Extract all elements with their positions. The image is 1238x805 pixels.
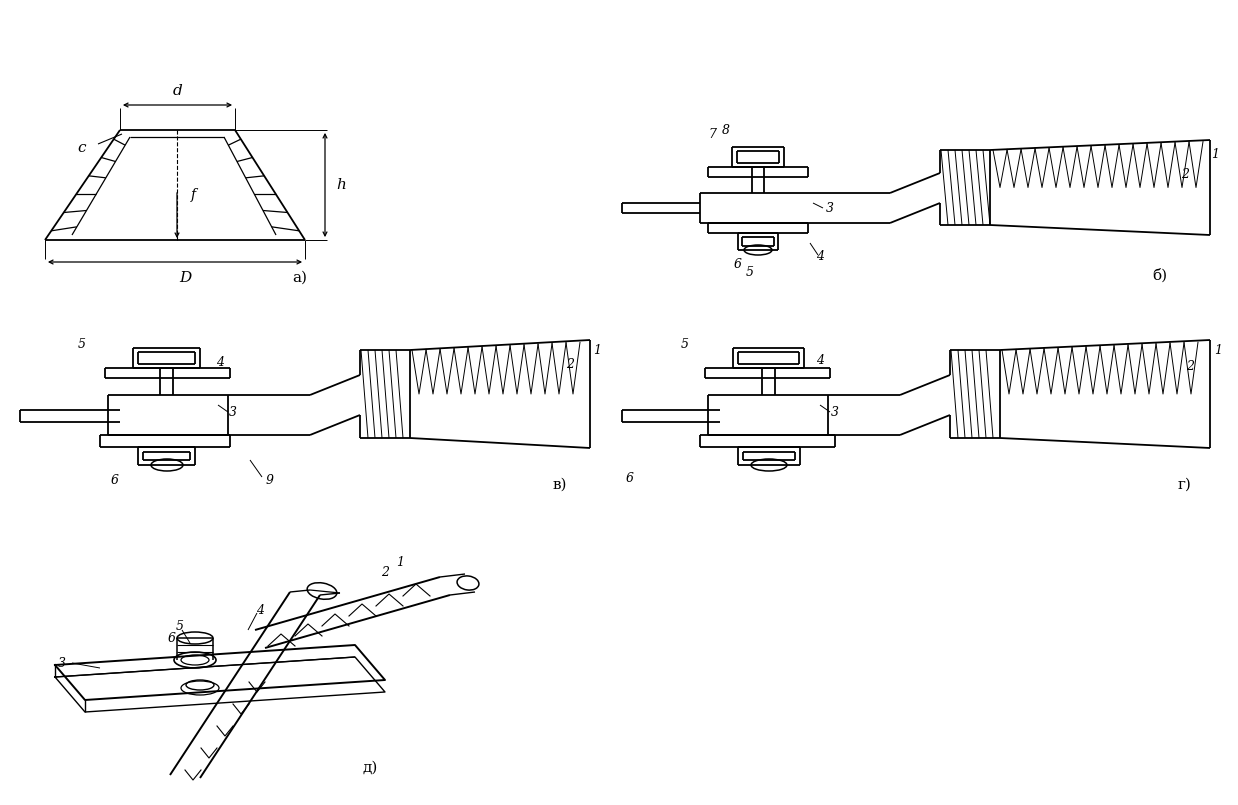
Text: д): д) <box>363 761 378 775</box>
Text: 4: 4 <box>816 250 825 263</box>
Ellipse shape <box>186 680 214 690</box>
Text: 7: 7 <box>708 129 716 142</box>
Text: 4: 4 <box>816 353 825 366</box>
Text: 5: 5 <box>681 337 690 350</box>
Text: 6: 6 <box>168 631 176 645</box>
Text: а): а) <box>292 271 307 285</box>
Text: б): б) <box>1153 268 1167 283</box>
Text: 5: 5 <box>747 266 754 279</box>
Text: D: D <box>178 271 191 285</box>
Text: 1: 1 <box>396 556 404 569</box>
Ellipse shape <box>457 576 479 590</box>
Text: 2: 2 <box>381 565 389 579</box>
Text: 3: 3 <box>229 406 236 419</box>
Text: 6: 6 <box>626 472 634 485</box>
Text: 2: 2 <box>1186 361 1193 374</box>
Ellipse shape <box>175 652 215 668</box>
Text: 1: 1 <box>1214 344 1222 357</box>
Text: 2: 2 <box>566 358 574 371</box>
Text: 3: 3 <box>58 657 66 670</box>
Text: 6: 6 <box>734 258 742 271</box>
Text: 5: 5 <box>176 620 184 633</box>
Text: 3: 3 <box>831 406 839 419</box>
Text: в): в) <box>552 478 567 492</box>
Text: 1: 1 <box>1211 148 1219 162</box>
Text: с: с <box>78 141 87 155</box>
Text: 4: 4 <box>215 356 224 369</box>
Text: f: f <box>191 188 196 202</box>
Ellipse shape <box>307 583 337 599</box>
Text: г): г) <box>1179 478 1192 492</box>
Text: 9: 9 <box>266 473 274 486</box>
Ellipse shape <box>177 632 213 644</box>
Text: 2: 2 <box>1181 168 1188 181</box>
Text: 5: 5 <box>78 338 85 352</box>
Text: 6: 6 <box>111 473 119 486</box>
Text: h: h <box>335 178 345 192</box>
Text: 1: 1 <box>593 344 600 357</box>
Text: 3: 3 <box>826 201 834 214</box>
Text: 4: 4 <box>256 604 264 617</box>
Text: 8: 8 <box>722 123 730 137</box>
Text: d: d <box>172 84 182 98</box>
